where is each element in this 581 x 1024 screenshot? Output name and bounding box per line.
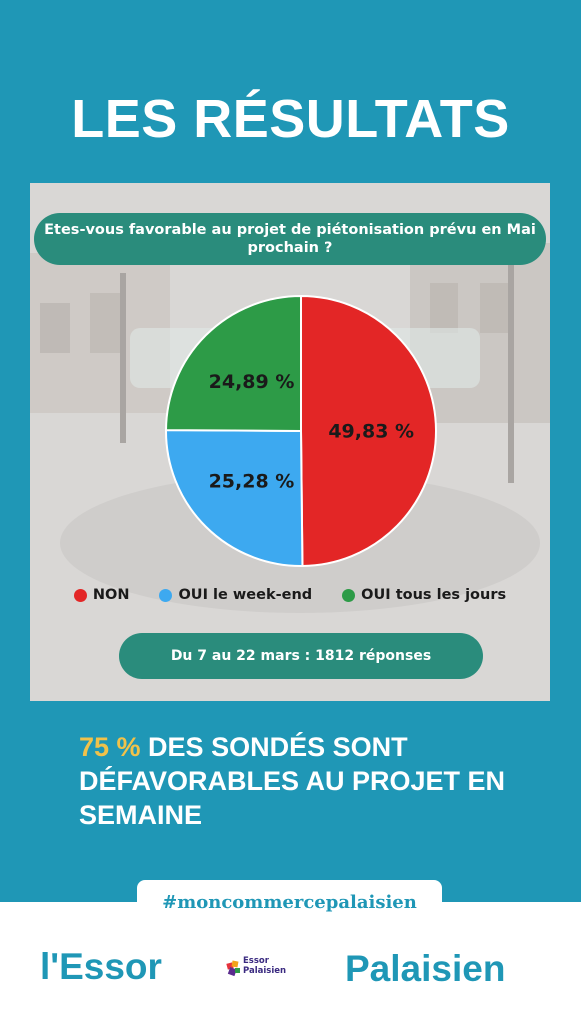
legend-label-oui-tous: OUI tous les jours [361, 587, 507, 603]
chart-legend: NON OUI le week-end OUI tous les jours [30, 587, 550, 603]
key-stat-line2: DÉFAVORABLES AU PROJET EN [79, 766, 506, 796]
legend-label-oui-weekend: OUI le week-end [178, 587, 313, 603]
pie-label-non: 49,83 % [328, 421, 414, 443]
pie-slice-oui-tous [164, 294, 302, 433]
legend-swatch-oui-tous [342, 588, 356, 602]
legend-item-oui-tous: OUI tous les jours [342, 587, 506, 603]
brand-name-left: l'Essor [40, 946, 162, 987]
logo-text-line2: Palaisien [243, 966, 287, 976]
pie-label-oui-weekend: 25,28 % [209, 471, 295, 493]
hashtag-badge: #moncommercepalaisien [137, 880, 442, 924]
pie-label-oui-tous: 24,89 % [209, 371, 295, 393]
pie-slice-non [300, 294, 437, 568]
logo-text-line1: Essor [243, 956, 269, 966]
legend-label-non: NON [92, 587, 130, 603]
legend-swatch-oui-weekend [159, 588, 173, 602]
legend-swatch-non [73, 588, 87, 602]
question-text: Etes-vous favorable au projet de piétoni… [44, 222, 536, 256]
key-stat-percent: 75 % [79, 732, 141, 762]
brand-name-right: Palaisien [345, 948, 506, 989]
pie-chart: 49,83 % 25,28 % 24,89 % [164, 294, 437, 568]
key-stat: 75 % DES SONDÉS SONT DÉFAVORABLES AU PRO… [79, 730, 549, 832]
logo-mark-icon [226, 960, 240, 977]
essor-palaisien-logo: Essor Palaisien [226, 956, 296, 986]
poll-result-card: Etes-vous favorable au projet de piétoni… [30, 183, 550, 701]
legend-item-non: NON [73, 587, 130, 603]
key-stat-line1: DES SONDÉS SONT [140, 732, 408, 762]
page-headline: LES RÉSULTATS [71, 89, 510, 149]
question-banner: Etes-vous favorable au projet de piétoni… [34, 213, 546, 265]
pie-slice-oui-weekend [165, 429, 304, 567]
key-stat-line3: SEMAINE [79, 800, 203, 830]
legend-item-oui-weekend: OUI le week-end [159, 587, 312, 603]
response-dates-pill: Du 7 au 22 mars : 1812 réponses [119, 633, 483, 679]
